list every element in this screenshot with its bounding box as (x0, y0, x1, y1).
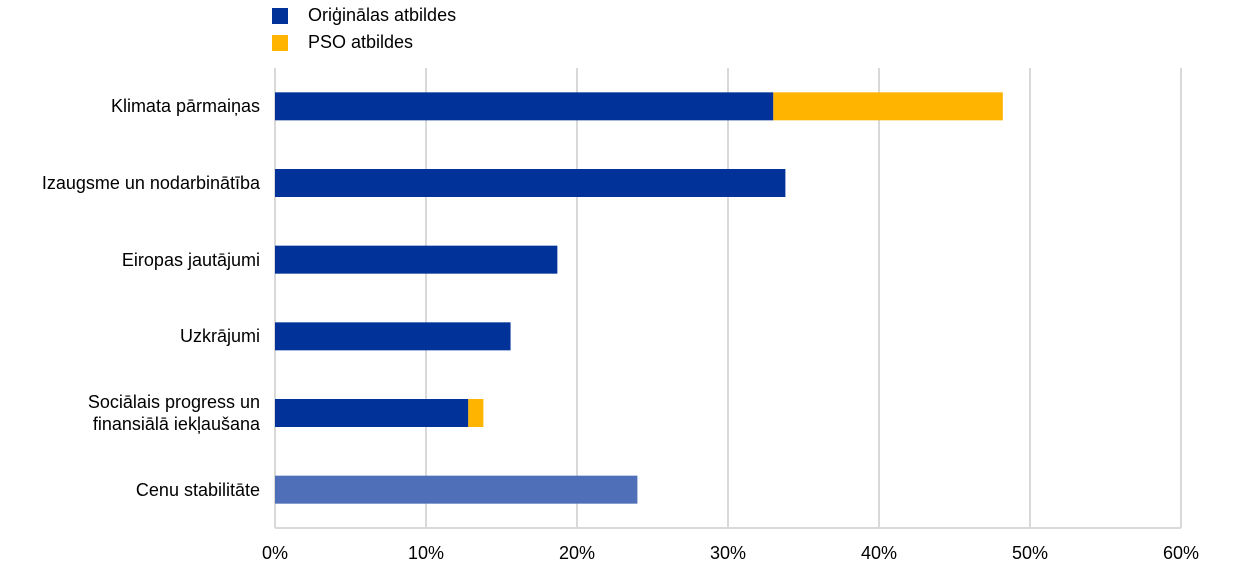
x-tick-label: 60% (1163, 543, 1199, 563)
bar (275, 169, 786, 197)
bar (275, 475, 638, 504)
x-tick-label: 30% (710, 543, 746, 563)
x-tick-label: 40% (861, 543, 897, 563)
y-tick-label: Klimata pārmaiņas (110, 96, 260, 117)
y-tick-label: Izaugsme un nodarbinātība (41, 173, 260, 193)
x-tick-label: 50% (1012, 543, 1048, 563)
bar (468, 399, 484, 427)
legend-swatch (272, 8, 288, 24)
bar (275, 399, 469, 427)
x-tick-label: 20% (559, 543, 595, 563)
y-tick-label: Cenu stabilitāte (135, 479, 260, 500)
legend-label: Oriģinālas atbildes (308, 5, 456, 25)
y-tick-label: Eiropas jautājumi (121, 249, 260, 270)
legend-label: PSO atbildes (308, 32, 413, 52)
bar (275, 245, 558, 274)
x-tick-label: 0% (262, 543, 288, 563)
bar (275, 322, 511, 351)
y-tick-label: Sociālais progress un finansiālā iekļauš… (87, 392, 260, 434)
bar (773, 92, 1003, 121)
bar (275, 92, 774, 121)
y-tick-label: Uzkrājumi (179, 326, 260, 347)
legend-swatch (272, 35, 288, 51)
x-tick-label: 10% (408, 543, 444, 563)
